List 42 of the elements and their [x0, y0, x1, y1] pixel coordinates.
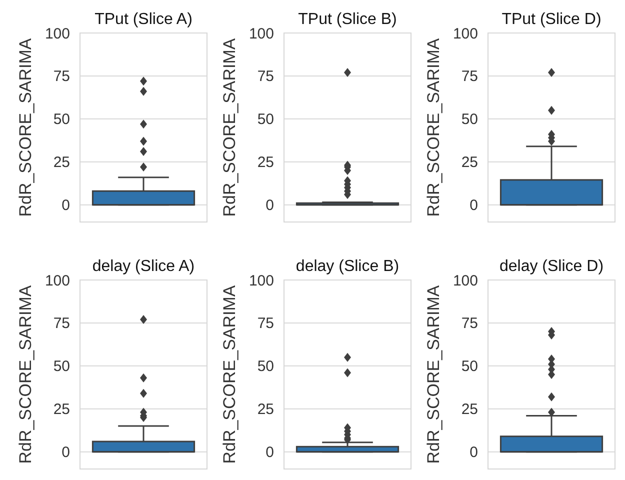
y-tick-label: 75 [461, 315, 478, 332]
chart-title: TPut (Slice B) [298, 11, 397, 28]
y-axis-title: RdR_SCORE_SARIMA [220, 284, 239, 464]
y-tick-label: 25 [53, 154, 70, 172]
y-tick-label: 0 [470, 197, 478, 214]
y-tick-label: 0 [266, 197, 274, 214]
chart-title: TPut (Slice A) [94, 11, 192, 28]
y-axis-title: RdR_SCORE_SARIMA [16, 38, 35, 217]
y-tick-label: 50 [53, 111, 70, 128]
y-tick-label: 100 [452, 272, 478, 290]
y-tick-label: 100 [44, 25, 70, 42]
y-tick-label: 25 [257, 401, 274, 418]
y-tick-label: 0 [62, 197, 70, 214]
y-tick-label: 25 [257, 154, 274, 172]
y-axis-title: RdR_SCORE_SARIMA [220, 38, 239, 217]
y-tick-label: 50 [257, 358, 274, 376]
y-tick-label: 0 [470, 444, 478, 462]
y-tick-label: 75 [53, 315, 70, 332]
chart-title: delay (Slice A) [92, 258, 195, 275]
chart-title: delay (Slice B) [296, 258, 400, 275]
y-tick-label: 50 [461, 358, 478, 376]
y-tick-label: 100 [44, 272, 70, 290]
y-tick-label: 100 [452, 25, 478, 42]
y-tick-label: 25 [53, 401, 70, 418]
y-tick-label: 75 [257, 68, 274, 86]
y-tick-label: 50 [53, 358, 70, 376]
y-axis-title: RdR_SCORE_SARIMA [16, 284, 35, 464]
y-tick-label: 100 [248, 272, 274, 290]
y-tick-label: 50 [461, 111, 478, 128]
y-tick-label: 0 [266, 444, 274, 462]
chart-title: delay (Slice D) [499, 258, 604, 275]
y-axis-title: RdR_SCORE_SARIMA [424, 38, 443, 217]
chart-title: TPut (Slice D) [502, 11, 602, 28]
y-tick-label: 75 [53, 68, 70, 86]
y-tick-label: 25 [461, 154, 478, 172]
y-tick-label: 50 [257, 111, 274, 128]
y-tick-label: 100 [248, 25, 274, 42]
y-axis-title: RdR_SCORE_SARIMA [424, 284, 443, 464]
y-tick-label: 25 [461, 401, 478, 418]
y-tick-label: 75 [461, 68, 478, 86]
y-tick-label: 0 [62, 444, 70, 462]
y-tick-label: 75 [257, 315, 274, 332]
